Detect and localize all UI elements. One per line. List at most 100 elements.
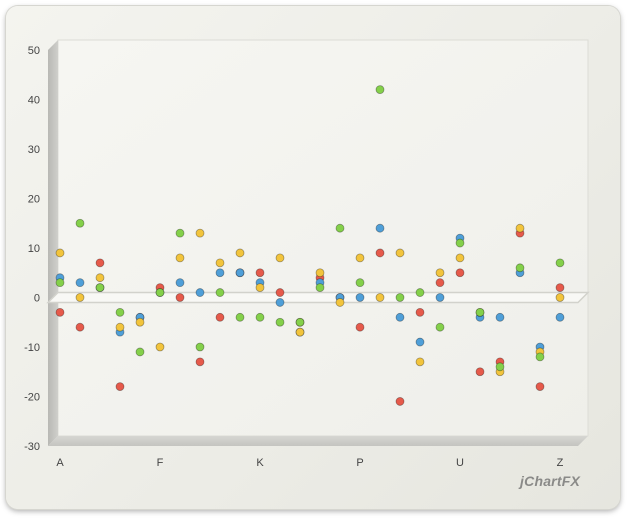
data-point[interactable]: [215, 312, 225, 322]
data-point[interactable]: [295, 327, 305, 337]
data-point[interactable]: [375, 223, 385, 233]
data-point[interactable]: [55, 278, 65, 288]
zero-plane: [46, 291, 590, 304]
data-point[interactable]: [435, 278, 445, 288]
data-point[interactable]: [175, 278, 185, 288]
data-point[interactable]: [95, 283, 105, 293]
data-point[interactable]: [555, 293, 565, 302]
data-point[interactable]: [335, 223, 345, 233]
data-point[interactable]: [195, 342, 205, 352]
y-tick-label: -20: [24, 392, 40, 404]
data-point[interactable]: [495, 312, 505, 322]
data-point[interactable]: [275, 253, 285, 263]
data-point[interactable]: [415, 337, 425, 347]
data-point[interactable]: [195, 357, 205, 367]
data-point[interactable]: [315, 268, 325, 278]
data-point[interactable]: [475, 307, 485, 317]
x-tick-label: U: [456, 457, 464, 469]
y-tick-label: 10: [28, 243, 40, 255]
data-point[interactable]: [55, 248, 65, 258]
data-point[interactable]: [175, 253, 185, 263]
y-tick-label: -30: [24, 441, 40, 453]
data-point[interactable]: [355, 278, 365, 288]
data-point[interactable]: [375, 85, 385, 94]
scatter-chart: 50 40 30 20 10 0 -10 -20 -30 A F K P U Z: [24, 39, 590, 469]
data-point[interactable]: [455, 268, 465, 278]
data-point[interactable]: [555, 283, 565, 293]
data-point[interactable]: [395, 312, 405, 322]
data-point[interactable]: [535, 382, 545, 392]
data-point[interactable]: [375, 248, 385, 258]
data-point[interactable]: [275, 288, 285, 297]
data-point[interactable]: [115, 382, 125, 392]
data-point[interactable]: [195, 288, 205, 297]
data-point[interactable]: [255, 312, 265, 322]
data-point[interactable]: [235, 312, 245, 322]
data-point[interactable]: [395, 293, 405, 302]
jchartfx-logo: jChartFX: [520, 473, 580, 489]
data-point[interactable]: [215, 268, 225, 278]
data-point[interactable]: [115, 307, 125, 317]
y-tick-label: 30: [28, 144, 40, 156]
y-tick-label: 0: [34, 293, 40, 305]
plot-floor: [48, 436, 588, 446]
data-point[interactable]: [355, 322, 365, 332]
data-point[interactable]: [135, 347, 145, 357]
data-point[interactable]: [175, 228, 185, 238]
data-point[interactable]: [395, 248, 405, 258]
data-point[interactable]: [155, 342, 165, 352]
data-point[interactable]: [175, 293, 185, 302]
data-point[interactable]: [355, 253, 365, 263]
data-point[interactable]: [135, 317, 145, 327]
x-tick-label: P: [356, 457, 363, 469]
data-point[interactable]: [375, 293, 385, 302]
data-point[interactable]: [95, 258, 105, 268]
data-point[interactable]: [75, 278, 85, 288]
data-point[interactable]: [215, 258, 225, 268]
plot-side-wall: [48, 40, 58, 446]
data-point[interactable]: [535, 352, 545, 362]
data-point[interactable]: [335, 298, 345, 307]
data-point[interactable]: [215, 288, 225, 297]
data-point[interactable]: [415, 357, 425, 367]
data-point[interactable]: [455, 253, 465, 263]
series-2: [55, 223, 565, 352]
data-point[interactable]: [55, 307, 65, 317]
data-point[interactable]: [435, 293, 445, 302]
data-point[interactable]: [415, 288, 425, 297]
data-point[interactable]: [515, 263, 525, 273]
data-point[interactable]: [415, 307, 425, 317]
y-tick-label: 20: [28, 194, 40, 206]
data-point[interactable]: [455, 238, 465, 248]
data-point[interactable]: [295, 317, 305, 327]
data-point[interactable]: [95, 273, 105, 283]
data-point[interactable]: [515, 223, 525, 233]
data-point[interactable]: [235, 268, 245, 278]
data-point[interactable]: [395, 397, 405, 406]
data-point[interactable]: [155, 288, 165, 297]
series-4: [55, 85, 565, 372]
data-point[interactable]: [115, 322, 125, 332]
data-point[interactable]: [475, 367, 485, 377]
data-point[interactable]: [555, 258, 565, 268]
data-point[interactable]: [235, 248, 245, 258]
data-point[interactable]: [555, 312, 565, 322]
data-point[interactable]: [255, 283, 265, 293]
data-point[interactable]: [315, 283, 325, 293]
data-point[interactable]: [275, 317, 285, 327]
x-tick-label: K: [256, 457, 264, 469]
y-tick-label: -10: [24, 342, 40, 354]
data-point[interactable]: [495, 362, 505, 372]
chart-frame: 50 40 30 20 10 0 -10 -20 -30 A F K P U Z jChartFX: [6, 6, 620, 509]
data-point[interactable]: [75, 218, 85, 228]
data-point[interactable]: [255, 268, 265, 278]
data-point[interactable]: [75, 293, 85, 302]
data-point[interactable]: [435, 268, 445, 278]
y-tick-label: 50: [28, 45, 40, 57]
data-point[interactable]: [435, 322, 445, 332]
data-point[interactable]: [355, 293, 365, 302]
data-point[interactable]: [195, 228, 205, 238]
plot-back-wall: [57, 39, 589, 437]
data-point[interactable]: [275, 298, 285, 307]
data-point[interactable]: [75, 322, 85, 332]
